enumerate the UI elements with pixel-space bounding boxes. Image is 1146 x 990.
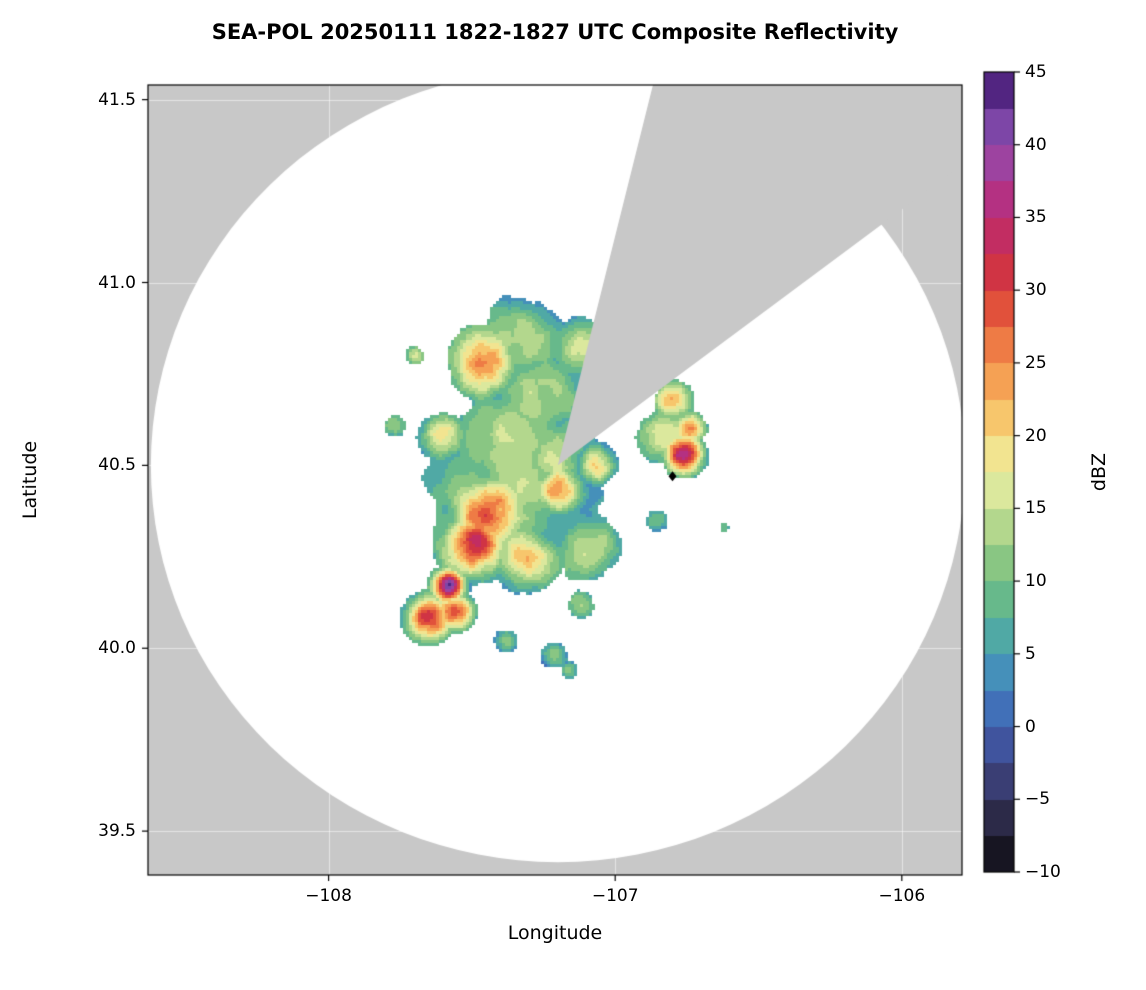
chart-title: SEA-POL 20250111 1822-1827 UTC Composite…	[211, 20, 899, 44]
colorbar-tick-label: 35	[1025, 207, 1047, 228]
y-tick-label: 39.5	[98, 821, 136, 842]
colorbar-tick-label: 0	[1025, 716, 1036, 737]
y-tick-label: 41.5	[98, 89, 136, 110]
colorbar-tick-label: 5	[1025, 643, 1036, 664]
colorbar-tick-label: −5	[1025, 789, 1051, 810]
colorbar-tick-label: 45	[1025, 62, 1047, 82]
colorbar-tick-label: 20	[1025, 425, 1047, 446]
y-axis-label: Latitude	[19, 440, 41, 520]
colorbar-tick-label: 30	[1025, 280, 1047, 301]
colorbar-tick-label: 15	[1025, 498, 1047, 519]
y-tick-label: 40.0	[98, 638, 136, 659]
colorbar-tick-label: 10	[1025, 571, 1047, 592]
y-tick-label: 41.0	[98, 272, 136, 293]
colorbar-tick-label: 25	[1025, 352, 1047, 373]
y-tick-label: 40.5	[98, 455, 136, 476]
x-tick-label: −108	[305, 886, 352, 906]
x-axis-label: Longitude	[507, 922, 603, 944]
colorbar-tick-label: 40	[1025, 134, 1047, 155]
colorbar-label: dBZ	[1088, 452, 1110, 492]
x-tick-label: −107	[591, 886, 639, 906]
colorbar-tick-label: −10	[1025, 862, 1061, 882]
x-tick-label: −106	[878, 886, 926, 906]
